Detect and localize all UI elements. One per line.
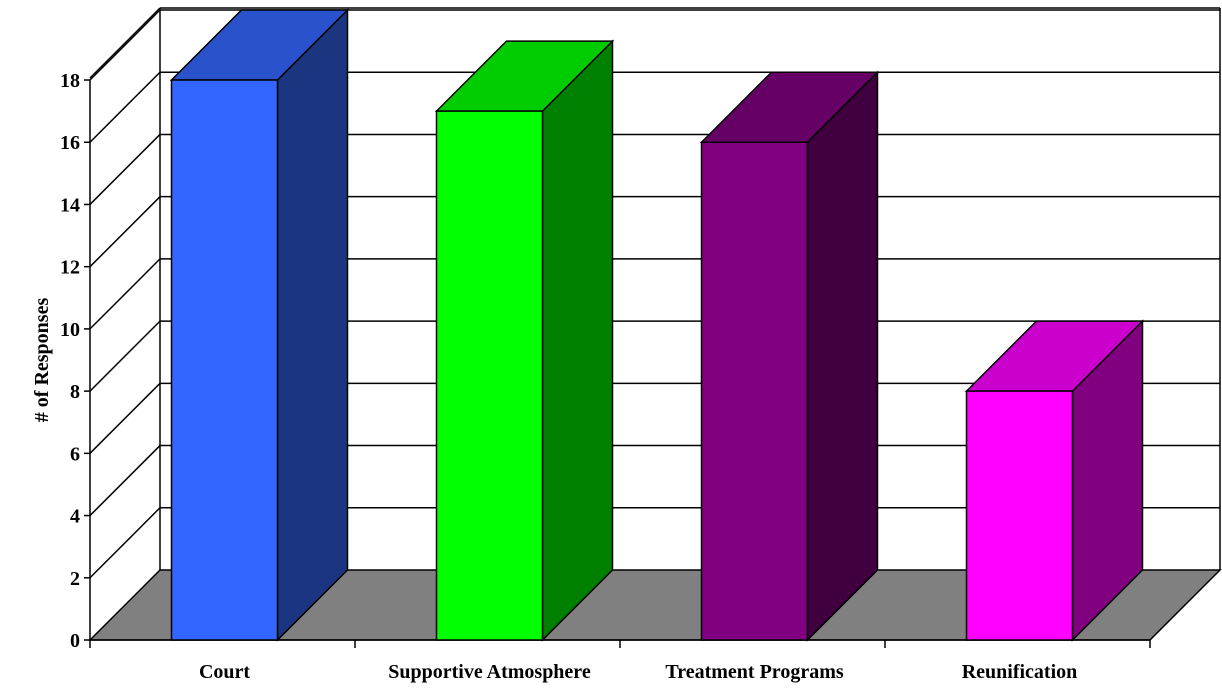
bar-reunification bbox=[964, 319, 1145, 642]
gridline-diagonal-2 bbox=[89, 507, 161, 579]
y-tick-label: 8 bbox=[70, 381, 80, 403]
bar-side bbox=[276, 8, 349, 642]
x-category-labels: Court Supportive Atmosphere Treatment Prog… bbox=[199, 661, 1077, 683]
bar-treatment-programs bbox=[699, 70, 880, 642]
y-tick-labels: 0 2 4 6 8 10 12 14 16 18 bbox=[60, 70, 80, 652]
gridline-diagonal-16 bbox=[89, 71, 161, 143]
gridline-diagonal-8 bbox=[89, 320, 161, 392]
y-tick-label: 14 bbox=[60, 194, 80, 216]
bar-court bbox=[169, 8, 350, 642]
x-category-label: Court bbox=[199, 661, 250, 683]
x-category-label: Supportive Atmosphere bbox=[388, 661, 591, 683]
y-axis-title: # of Responses bbox=[31, 298, 53, 423]
gridline-diagonal-18 bbox=[89, 9, 161, 81]
gridline-diagonal-12 bbox=[89, 196, 161, 268]
y-tick-label: 18 bbox=[60, 70, 80, 92]
y-tick-label: 2 bbox=[70, 568, 80, 590]
bar-front bbox=[435, 110, 544, 641]
y-tick-label: 6 bbox=[70, 443, 80, 465]
bar-supportive-atmosphere bbox=[434, 39, 615, 642]
x-category-label: Reunification bbox=[962, 661, 1078, 683]
y-tick-label: 16 bbox=[60, 132, 80, 154]
gridline-diagonal-6 bbox=[89, 382, 161, 454]
gridline-diagonal-14 bbox=[89, 133, 161, 205]
bar-side bbox=[541, 39, 614, 642]
y-tick-label: 4 bbox=[70, 506, 80, 528]
gridline-diagonal-10 bbox=[89, 258, 161, 330]
bars bbox=[169, 8, 1145, 642]
bar-side bbox=[806, 70, 879, 642]
gridline-diagonal-4 bbox=[89, 445, 161, 517]
y-tick-label: 10 bbox=[60, 319, 80, 341]
y-tick-label: 0 bbox=[70, 630, 80, 652]
side-wall-top-edge bbox=[89, 7, 161, 79]
y-tick-label: 12 bbox=[60, 257, 80, 279]
bar-front bbox=[170, 79, 279, 641]
x-category-label: Treatment Programs bbox=[665, 661, 843, 683]
bar-front bbox=[700, 141, 809, 641]
bar-front bbox=[965, 390, 1074, 641]
